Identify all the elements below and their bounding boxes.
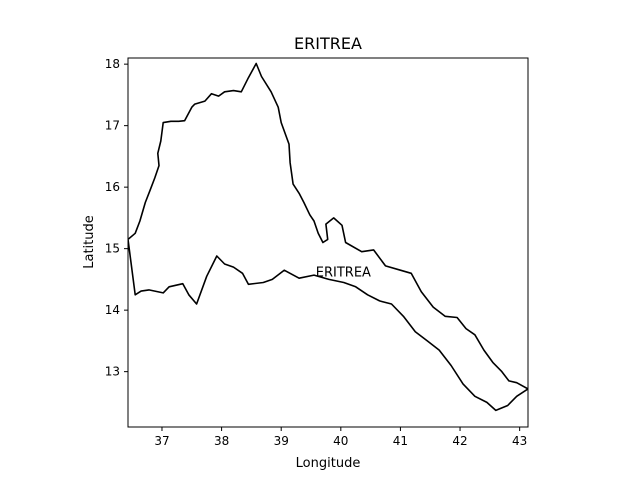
y-tick-label: 15 <box>105 242 120 256</box>
x-axis-ticks: 37 38 39 40 41 42 43 <box>154 427 527 448</box>
y-axis-ticks: 13 14 15 16 17 18 <box>105 57 128 379</box>
country-outline <box>128 62 528 412</box>
y-tick-label: 13 <box>105 365 120 379</box>
x-tick-label: 37 <box>154 434 169 448</box>
plot-area <box>128 62 528 412</box>
region-label: ERITREA <box>316 265 371 280</box>
map-title: ERITREA <box>294 34 362 53</box>
y-tick-label: 14 <box>105 303 120 317</box>
x-tick-label: 40 <box>333 434 348 448</box>
y-tick-label: 17 <box>105 119 120 133</box>
x-axis-label: Longitude <box>296 456 361 471</box>
x-tick-label: 42 <box>452 434 467 448</box>
y-axis-label: Latitude <box>82 215 97 269</box>
x-tick-label: 43 <box>512 434 527 448</box>
x-tick-label: 41 <box>393 434 408 448</box>
y-tick-label: 18 <box>105 57 120 71</box>
y-tick-label: 16 <box>105 180 120 194</box>
x-tick-label: 39 <box>274 434 289 448</box>
x-tick-label: 38 <box>214 434 229 448</box>
axes-frame <box>127 57 529 428</box>
